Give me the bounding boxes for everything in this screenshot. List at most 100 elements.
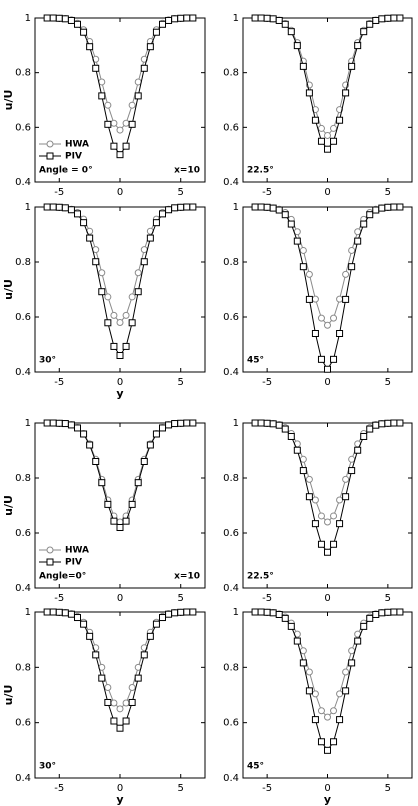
y-tick-label: 0.4 xyxy=(223,583,239,594)
data-point xyxy=(110,342,118,350)
data-point xyxy=(67,16,75,24)
data-point xyxy=(104,698,112,706)
data-point xyxy=(257,203,265,211)
data-point xyxy=(330,314,338,322)
data-point xyxy=(116,724,124,732)
data-point xyxy=(324,518,331,526)
data-point xyxy=(275,206,283,214)
data-point xyxy=(384,203,392,211)
data-point xyxy=(336,716,344,724)
y-tick-label: 0.8 xyxy=(223,68,239,79)
data-point xyxy=(305,270,313,278)
series-line xyxy=(255,422,400,554)
data-point xyxy=(104,319,112,327)
data-point xyxy=(317,512,325,520)
panel-label: 30° xyxy=(39,356,56,366)
data-point xyxy=(311,690,319,698)
x-tick-label: -5 xyxy=(54,593,64,604)
data-point xyxy=(281,425,289,433)
data-point xyxy=(92,458,100,465)
y-tick-label: 1 xyxy=(233,202,239,213)
data-point xyxy=(110,699,118,707)
data-point xyxy=(281,20,289,28)
y-tick-label: 0.8 xyxy=(223,257,239,268)
plot-frame xyxy=(34,611,206,779)
data-point xyxy=(171,609,179,617)
data-point xyxy=(140,458,148,465)
data-point xyxy=(342,493,350,501)
data-point xyxy=(140,651,148,659)
x-tick-label: 5 xyxy=(385,377,391,388)
data-point xyxy=(159,20,166,28)
x-tick-label: 5 xyxy=(385,783,391,794)
plot-frame xyxy=(34,206,206,373)
data-point xyxy=(336,330,344,337)
x-axis-label: y xyxy=(116,793,123,806)
data-point xyxy=(98,288,106,296)
data-point xyxy=(122,142,130,150)
data-point xyxy=(171,204,179,212)
data-point xyxy=(159,424,166,432)
data-point xyxy=(390,608,398,616)
x-tick-label: 0 xyxy=(117,187,123,198)
series-line xyxy=(255,17,400,151)
y-tick-label: 1 xyxy=(25,202,31,213)
y-tick-label: 0.8 xyxy=(15,257,31,268)
data-point xyxy=(354,446,362,454)
y-tick-label: 1 xyxy=(233,13,239,24)
legend-marker xyxy=(46,152,54,160)
data-point xyxy=(336,496,344,504)
data-point xyxy=(55,608,63,616)
data-point xyxy=(293,446,301,454)
data-point xyxy=(134,674,142,682)
data-point xyxy=(152,430,160,438)
data-point xyxy=(348,263,356,271)
data-point xyxy=(183,14,191,22)
data-point xyxy=(104,684,112,692)
data-point xyxy=(122,311,130,319)
data-point xyxy=(396,419,404,427)
series-line xyxy=(255,611,400,752)
data-point xyxy=(171,15,179,23)
data-point xyxy=(80,219,88,227)
data-point xyxy=(317,738,325,746)
data-point xyxy=(324,365,331,373)
data-point xyxy=(305,687,313,695)
data-point xyxy=(299,263,307,271)
data-point xyxy=(146,632,154,640)
data-point xyxy=(263,419,271,427)
data-point xyxy=(49,608,57,616)
x-tick-label: -5 xyxy=(262,783,272,794)
panel-label: 30° xyxy=(39,762,56,772)
series-line xyxy=(47,422,193,523)
legend-label: PIV xyxy=(65,152,82,162)
data-point xyxy=(128,319,136,327)
x-tick-label: -5 xyxy=(262,593,272,604)
panel-label: Angle=0° xyxy=(39,572,86,582)
series-line xyxy=(47,422,193,529)
data-point xyxy=(275,421,283,429)
data-point xyxy=(317,314,325,322)
data-point xyxy=(366,425,374,433)
data-point xyxy=(330,540,338,548)
data-point xyxy=(122,699,130,707)
data-point xyxy=(324,746,331,754)
data-point xyxy=(384,608,392,616)
data-point xyxy=(317,707,325,715)
data-point xyxy=(311,116,319,124)
data-point xyxy=(116,319,124,326)
x-tick-label: 5 xyxy=(178,783,184,794)
y-tick-label: 0.6 xyxy=(15,528,31,539)
plot-frame xyxy=(242,206,413,373)
data-point xyxy=(98,674,106,682)
x-tick-label: -5 xyxy=(262,377,272,388)
data-point xyxy=(324,548,331,556)
data-point xyxy=(74,424,81,432)
y-axis-label: u/U xyxy=(2,90,15,111)
data-point xyxy=(183,608,191,616)
data-point xyxy=(165,16,173,24)
y-tick-label: 1 xyxy=(25,13,31,24)
data-point xyxy=(384,14,392,22)
data-point xyxy=(49,14,57,22)
